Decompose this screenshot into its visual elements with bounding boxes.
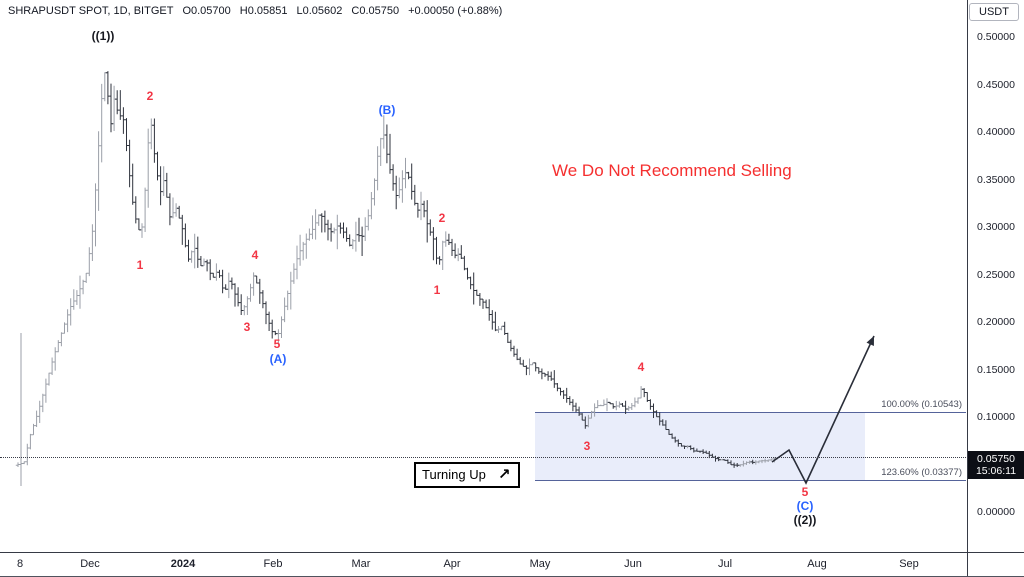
price-tick: 0.15000 xyxy=(977,363,1015,376)
wave-label[interactable]: 4 xyxy=(637,360,645,374)
ohlc-values: O0.05700 H0.05851 L0.05602 C0.05750 xyxy=(173,5,399,17)
price-bars-plot xyxy=(15,71,875,486)
price-tick: 0.25000 xyxy=(977,268,1015,281)
time-tick: Aug xyxy=(807,558,827,570)
price-tick: 0.45000 xyxy=(977,78,1015,91)
last-price-value: 0.05750 xyxy=(977,453,1015,466)
time-tick: May xyxy=(529,558,551,570)
turning-up-text: Turning Up xyxy=(422,467,486,482)
wave-label[interactable]: 5 xyxy=(801,485,809,499)
fib-line-123[interactable] xyxy=(535,479,966,481)
time-tick: 8 xyxy=(16,558,24,570)
time-tick: Jul xyxy=(717,558,733,570)
symbol-title: SHRAPUSDT SPOT, 1D, BITGET xyxy=(8,5,174,17)
wave-label[interactable]: (A) xyxy=(269,352,287,366)
bar-countdown-timer: 15:06:11 xyxy=(975,465,1017,478)
price-tick: 0.10000 xyxy=(977,411,1015,423)
fib-label-123: 123.60% (0.03377) xyxy=(881,466,962,478)
projection-arrowhead-icon xyxy=(866,336,874,346)
turning-up-label[interactable]: Turning Up ↗ xyxy=(414,462,521,488)
up-bars xyxy=(15,72,780,467)
symbol-legend[interactable]: SHRAPUSDT SPOT, 1D, BITGET O0.05700 H0.058… xyxy=(8,5,502,17)
wave-label[interactable]: 4 xyxy=(251,248,259,262)
last-price-badge[interactable]: 0.05750 15:06:11 xyxy=(968,451,1024,480)
fib-label-100: 100.00% (0.10543) xyxy=(881,398,962,410)
time-axis[interactable]: 8 Dec 2024 Feb Mar Apr May Jun Jul Aug Sep xyxy=(0,552,968,576)
time-tick: 2024 xyxy=(170,558,196,570)
wave-label[interactable]: 1 xyxy=(136,258,144,272)
wave-label[interactable]: 5 xyxy=(273,337,281,351)
time-tick: Feb xyxy=(263,558,283,570)
wave-label[interactable]: ((1)) xyxy=(91,29,115,43)
wave-label[interactable]: (B) xyxy=(378,103,396,117)
price-tick: 0.40000 xyxy=(977,126,1015,138)
time-tick: Sep xyxy=(899,558,919,570)
ohlc-l: L0.05602 xyxy=(296,5,343,17)
fib-line-100[interactable] xyxy=(535,411,966,413)
no-sell-recommendation-text[interactable]: We Do Not Recommend Selling xyxy=(552,161,792,180)
time-tick: Mar xyxy=(351,558,371,570)
quote-currency-button[interactable]: USDT xyxy=(969,3,1019,21)
price-tick: 0.35000 xyxy=(977,173,1015,186)
time-tick: Jun xyxy=(624,558,642,570)
time-tick: Dec xyxy=(80,558,100,570)
projection-zigzag-line[interactable] xyxy=(771,335,875,485)
ohlc-o: O0.05700 xyxy=(182,5,231,17)
wave-label[interactable]: ((2)) xyxy=(793,513,817,527)
fib-retracement-zone[interactable] xyxy=(535,411,865,480)
wave-label[interactable]: 3 xyxy=(243,320,251,334)
chart-pane[interactable]: 100.00% (0.10543) 123.60% (0.03377) Turn… xyxy=(0,0,968,552)
axis-corner-cell xyxy=(967,552,1024,576)
ohlc-c: C0.05750 xyxy=(351,5,400,17)
time-tick: Apr xyxy=(443,558,461,570)
wave-label[interactable]: 2 xyxy=(146,89,154,103)
wave-label[interactable]: (C) xyxy=(796,499,814,513)
price-axis[interactable]: 0.50000 0.45000 0.40000 0.35000 0.30000 0.250… xyxy=(967,0,1024,552)
arrow-up-right-icon: ↗ xyxy=(497,465,511,483)
last-price-dotted-line xyxy=(0,457,966,459)
wave-label[interactable]: 1 xyxy=(433,283,441,297)
wave-label[interactable]: 3 xyxy=(583,439,591,453)
ohlc-h: H0.05851 xyxy=(239,5,288,17)
price-tick: 0.30000 xyxy=(977,221,1015,233)
price-tick: 0.50000 xyxy=(977,31,1015,43)
down-bars xyxy=(105,71,755,468)
price-tick: 0.00000 xyxy=(977,506,1015,518)
price-tick: 0.20000 xyxy=(977,316,1015,328)
wave-label[interactable]: 2 xyxy=(438,211,446,225)
change-value: +0.00050 (+0.88%) xyxy=(408,5,503,17)
